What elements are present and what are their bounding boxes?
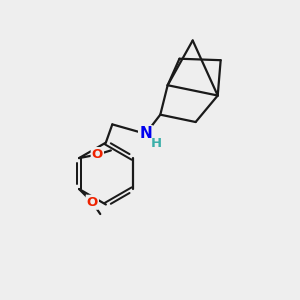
- Text: H: H: [151, 137, 162, 150]
- Text: O: O: [87, 196, 98, 209]
- Text: N: N: [139, 126, 152, 141]
- Text: O: O: [92, 148, 103, 161]
